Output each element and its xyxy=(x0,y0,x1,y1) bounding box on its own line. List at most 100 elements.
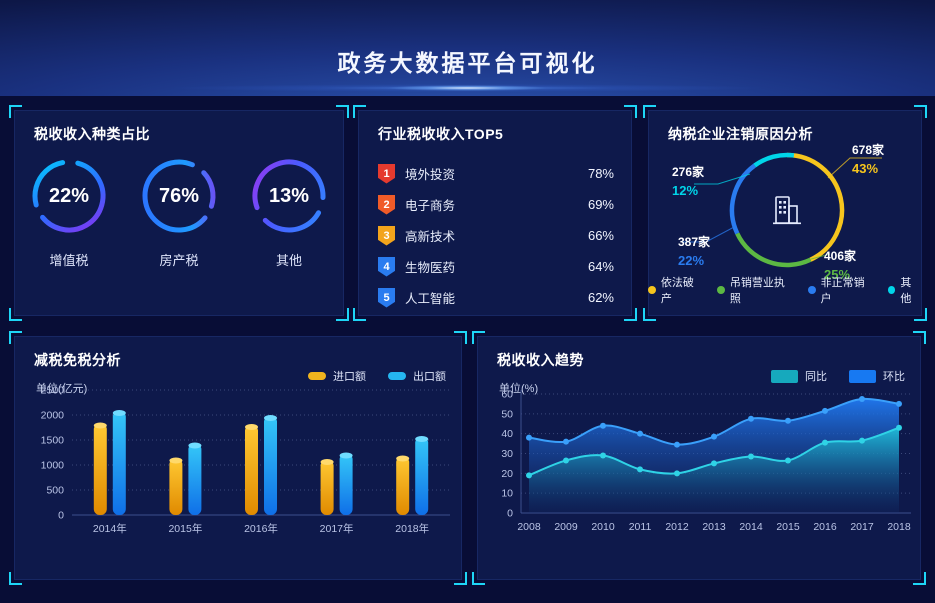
legend-dot-icon xyxy=(648,286,656,294)
top5-value: 66% xyxy=(587,228,614,243)
panel-corner-decoration xyxy=(914,105,927,118)
legend-dot-icon xyxy=(807,286,816,294)
panel-corner-decoration xyxy=(9,331,22,344)
panel-title: 减税免税分析 xyxy=(34,352,121,368)
ring-property-tax: 76% 房产税 xyxy=(127,156,231,269)
panel-industry-top5: 行业税收收入TOP5 1 境外投资 78% 2 电子商务 69% 3 高新技术 … xyxy=(353,105,637,321)
svg-text:60: 60 xyxy=(501,389,513,401)
top5-row: 3 高新技术 66% xyxy=(378,220,614,251)
ring-percent: 13% xyxy=(268,184,310,207)
panel-tax-type-share: 税收收入种类占比 22% 增值税 xyxy=(9,105,349,321)
callout-percent: 12% xyxy=(672,183,699,198)
bar-chart-legend: 进口额 出口额 xyxy=(308,368,446,384)
svg-text:0: 0 xyxy=(507,508,513,520)
rank-badge-icon: 5 xyxy=(378,287,395,308)
svg-text:2017年: 2017年 xyxy=(320,522,354,535)
panel-corner-decoration xyxy=(913,572,926,585)
panel-corner-decoration xyxy=(9,105,22,118)
top5-row: 5 人工智能 62% xyxy=(378,282,614,313)
callout-count: 387家 xyxy=(678,235,711,249)
legend-dot-icon xyxy=(887,286,896,294)
top5-bar xyxy=(471,201,568,208)
ring-label: 其他 xyxy=(275,253,302,268)
donut-callout: 387家 22% xyxy=(678,236,710,267)
axis-unit-label: 单位(亿元) xyxy=(36,383,88,395)
donut-callout: 678家 43% xyxy=(852,144,884,175)
svg-text:2011: 2011 xyxy=(629,521,652,533)
legend-swatch-icon xyxy=(771,369,798,383)
svg-text:2014年: 2014年 xyxy=(93,522,127,535)
percent-rings: 22% 增值税 76% 房产税 xyxy=(14,156,344,269)
top5-label: 生物医药 xyxy=(405,261,456,275)
panel-title: 税收收入种类占比 xyxy=(34,126,150,142)
svg-text:2014: 2014 xyxy=(739,521,763,533)
callout-count: 406家 xyxy=(824,249,857,263)
top5-row: 1 境外投资 78% xyxy=(378,158,614,189)
callout-percent: 43% xyxy=(852,161,879,176)
ring-vat: 22% 增值税 xyxy=(17,156,121,269)
svg-text:2000: 2000 xyxy=(41,410,65,422)
legend-item[interactable]: 出口额 xyxy=(388,368,446,384)
donut-legend: 依法破产 吊销营业执照 非正常销户 其他 xyxy=(648,274,922,306)
top5-label: 电子商务 xyxy=(405,199,456,213)
panel-corner-decoration xyxy=(624,105,637,118)
rank-badge-icon: 3 xyxy=(378,225,395,246)
legend-swatch-icon xyxy=(308,372,326,380)
svg-text:2015年: 2015年 xyxy=(168,522,202,535)
svg-text:2013: 2013 xyxy=(702,521,726,533)
legend-item[interactable]: 其他 xyxy=(887,274,922,306)
ring-label: 增值税 xyxy=(49,253,89,268)
legend-item[interactable]: 非正常销户 xyxy=(807,274,875,306)
panel-corner-decoration xyxy=(9,572,22,585)
panel-title: 税收收入趋势 xyxy=(497,352,584,368)
donut-callout: 276家 12% xyxy=(672,166,704,197)
top5-value: 78% xyxy=(587,166,614,181)
legend-item[interactable]: 进口额 xyxy=(308,368,366,384)
donut-callout: 406家 25% xyxy=(824,250,856,281)
top5-row: 2 电子商务 69% xyxy=(378,189,614,220)
ring-percent: 22% xyxy=(48,184,90,207)
panel-corner-decoration xyxy=(353,308,366,321)
svg-text:2008: 2008 xyxy=(517,521,541,533)
legend-swatch-icon xyxy=(388,372,406,380)
svg-text:1500: 1500 xyxy=(41,435,65,447)
legend-swatch-icon xyxy=(849,369,876,383)
rank-badge-icon: 2 xyxy=(378,194,395,215)
panel-corner-decoration xyxy=(643,308,656,321)
donut-chart xyxy=(682,152,882,268)
area-chart-legend: 同比 环比 xyxy=(771,368,905,384)
header-flare-decoration xyxy=(387,85,547,91)
svg-text:2018: 2018 xyxy=(887,521,911,533)
callout-percent: 22% xyxy=(678,253,705,268)
svg-text:500: 500 xyxy=(46,485,64,497)
panel-corner-decoration xyxy=(913,331,926,344)
panel-cancel-reason: 纳税企业注销原因分析 678家 43% 276家 12% 387家 22% 40… xyxy=(643,105,927,321)
top5-label: 高新技术 xyxy=(405,230,456,244)
top5-bar xyxy=(471,170,568,177)
legend-item[interactable]: 同比 xyxy=(771,368,827,384)
ring-other: 13% 其他 xyxy=(237,156,341,269)
legend-item[interactable]: 依法破产 xyxy=(648,274,704,306)
callout-count: 276家 xyxy=(672,165,705,179)
svg-text:40: 40 xyxy=(501,428,513,440)
svg-text:30: 30 xyxy=(501,448,513,460)
panel-corner-decoration xyxy=(336,308,349,321)
legend-item[interactable]: 吊销营业执照 xyxy=(717,274,795,306)
top5-value: 62% xyxy=(587,290,614,305)
panel-title: 纳税企业注销原因分析 xyxy=(668,126,813,142)
page-title: 政务大数据平台可视化 xyxy=(337,50,598,76)
area-chart: 0 10 20 30 40 50 60 2008 2009 2010 2011 2012 2013 201… xyxy=(501,389,911,533)
panel-corner-decoration xyxy=(914,308,927,321)
top5-value: 69% xyxy=(587,197,614,212)
panel-tax-reduction: 减税免税分析 单位(亿元) 进口额 出口额 0 500 1000 1500 2000 25… xyxy=(9,331,467,585)
panel-title: 行业税收收入TOP5 xyxy=(378,126,504,142)
svg-text:50: 50 xyxy=(501,408,513,420)
top5-value: 64% xyxy=(587,259,614,274)
svg-text:2015: 2015 xyxy=(776,521,800,533)
svg-text:2017: 2017 xyxy=(850,521,874,533)
panel-corner-decoration xyxy=(336,105,349,118)
top5-list: 1 境外投资 78% 2 电子商务 69% 3 高新技术 66% 4 生物医药 … xyxy=(378,158,614,313)
rank-badge-icon: 4 xyxy=(378,256,395,277)
panel-corner-decoration xyxy=(454,331,467,344)
legend-item[interactable]: 环比 xyxy=(849,368,905,384)
